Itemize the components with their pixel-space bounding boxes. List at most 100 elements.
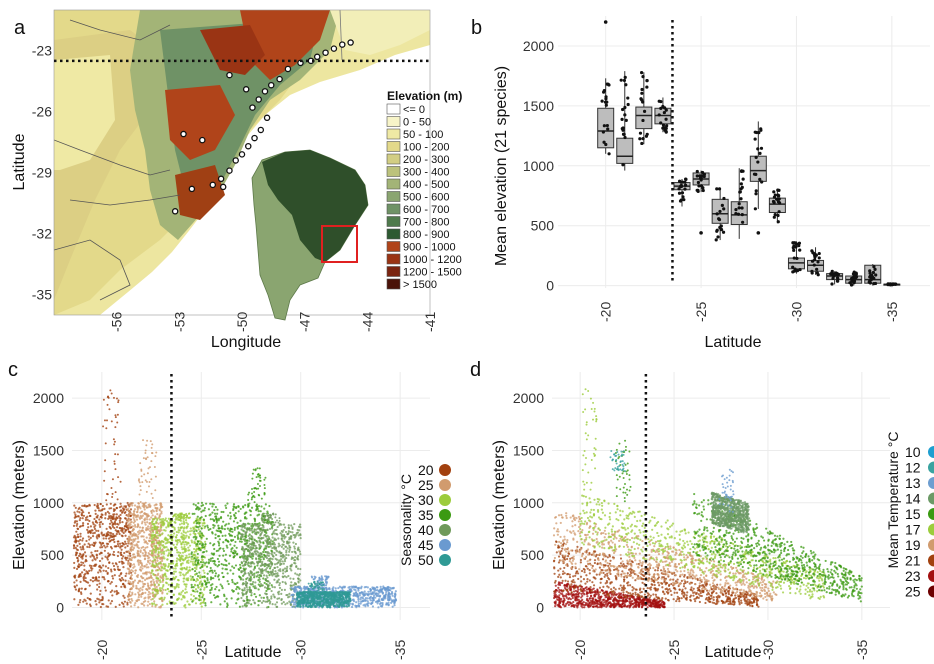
seasonality-point	[98, 523, 101, 526]
seasonality-point	[271, 558, 274, 561]
seasonality-point	[137, 561, 140, 564]
seasonality-point	[269, 539, 273, 542]
seasonality-point	[243, 587, 246, 590]
seasonality-point	[143, 597, 146, 600]
seasonality-point	[126, 501, 129, 505]
seasonality-point	[280, 602, 284, 605]
seasonality-point	[217, 575, 220, 578]
seasonality-point	[143, 512, 146, 515]
seasonality-point	[151, 605, 154, 608]
seasonality-point	[264, 521, 267, 524]
seasonality-point	[158, 587, 162, 590]
seasonality-point	[135, 587, 139, 590]
seasonality-point	[249, 513, 252, 517]
seasonality-point	[144, 553, 147, 556]
seasonality-point	[358, 594, 361, 597]
seasonality-point	[176, 541, 179, 544]
seasonality-point	[334, 587, 337, 590]
seasonality-point	[150, 478, 153, 481]
seasonality-point	[235, 602, 238, 605]
seasonality-point	[292, 533, 295, 537]
seasonality-point	[143, 604, 146, 607]
box-jitter-point	[739, 187, 743, 191]
seasonality-point	[111, 594, 114, 597]
seasonality-point	[215, 585, 218, 589]
seasonality-point	[81, 537, 85, 540]
seasonality-point	[129, 601, 132, 604]
seasonality-point	[273, 563, 277, 566]
seasonality-point	[299, 523, 302, 526]
seasonality-point	[211, 571, 214, 574]
seasonality-point	[175, 582, 179, 586]
seasonality-point	[297, 585, 301, 588]
seasonality-point	[99, 570, 102, 573]
seasonality-point	[192, 547, 196, 551]
seasonality-point	[256, 574, 259, 577]
seasonality-point	[95, 603, 98, 606]
seasonality-point	[194, 555, 197, 558]
box-outlier-point	[756, 231, 761, 235]
seasonality-point	[147, 600, 150, 603]
seasonality-point	[258, 576, 261, 579]
seasonality-point	[133, 504, 137, 507]
seasonality-point	[167, 583, 170, 586]
seasonality-point	[387, 593, 390, 596]
seasonality-point	[125, 572, 128, 575]
seasonality-point	[266, 510, 269, 513]
seasonality-point	[245, 591, 248, 594]
seasonality-point	[139, 549, 142, 552]
seasonality-point	[234, 506, 238, 510]
seasonality-point	[114, 414, 117, 417]
seasonality-point	[179, 540, 182, 543]
seasonality-point	[219, 517, 223, 520]
seasonality-point	[146, 559, 150, 563]
map-legend-label: 600 - 700	[403, 204, 449, 216]
seasonality-point	[115, 397, 118, 400]
seasonality-point	[351, 603, 354, 606]
seasonality-point	[116, 453, 119, 456]
seasonality-point	[258, 552, 261, 555]
seasonality-point	[147, 593, 150, 596]
seasonality-point	[239, 507, 242, 511]
seasonality-point	[88, 544, 92, 547]
seasonality-point	[293, 590, 297, 594]
seasonality-point	[102, 537, 105, 540]
seasonality-point	[239, 533, 243, 536]
seasonality-point	[235, 588, 238, 591]
seasonality-point	[113, 574, 116, 577]
seasonality-point	[194, 602, 198, 605]
seasonality-point	[234, 551, 237, 554]
seasonality-point	[150, 576, 153, 580]
seasonality-point	[359, 602, 362, 605]
box-jitter-point	[717, 217, 721, 221]
seasonality-point	[146, 516, 149, 519]
occurrence-point	[313, 53, 321, 61]
box-jitter-point	[664, 108, 668, 112]
seasonality-point	[263, 507, 266, 510]
box-jitter-point	[776, 188, 780, 192]
seasonality-point	[131, 599, 134, 602]
seasonality-point	[116, 522, 119, 525]
box-jitter-point	[869, 278, 873, 282]
seasonality-point	[179, 563, 183, 566]
seasonality-point	[94, 524, 97, 527]
occurrence-point	[267, 81, 275, 89]
map-x-tick-label: -41	[422, 312, 438, 332]
seasonality-point	[225, 506, 228, 510]
seasonality-point	[200, 556, 204, 559]
seasonality-point	[363, 586, 366, 589]
seasonality-point	[242, 522, 245, 526]
seasonality-point	[129, 512, 132, 515]
seasonality-point	[111, 495, 114, 498]
seasonality-point	[75, 567, 79, 571]
seasonality-point	[248, 491, 251, 494]
seasonality-point	[378, 595, 382, 598]
seasonality-point	[126, 601, 129, 604]
seasonality-point	[325, 584, 328, 587]
seasonality-point	[133, 604, 136, 607]
box-jitter-point	[620, 117, 624, 121]
seasonality-point	[88, 503, 91, 506]
seasonality-point	[204, 602, 207, 605]
seasonality-point	[192, 589, 195, 593]
seasonality-point	[242, 557, 246, 560]
